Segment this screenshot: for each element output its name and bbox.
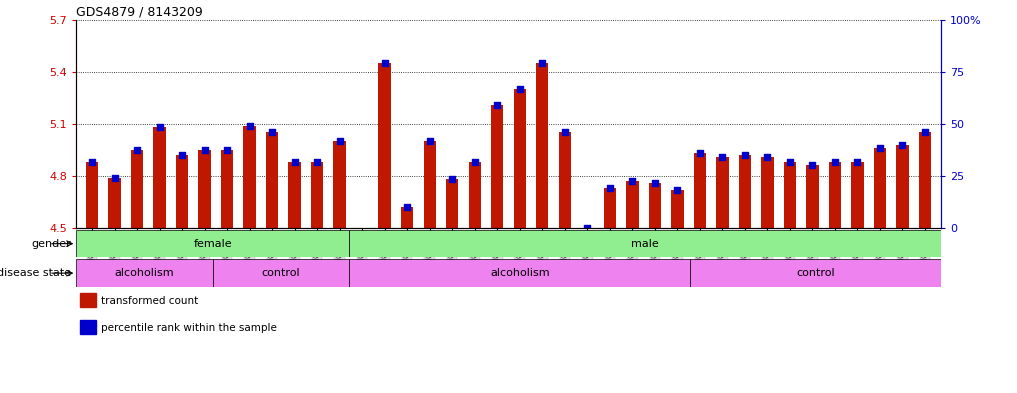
Bar	[536, 63, 548, 228]
Bar	[79, 293, 96, 307]
Point	[849, 159, 865, 165]
Bar	[176, 155, 188, 228]
Bar	[469, 162, 481, 228]
Point	[376, 60, 393, 66]
Bar	[349, 230, 941, 257]
Text: disease state: disease state	[0, 268, 71, 278]
Point	[827, 159, 843, 165]
Text: percentile rank within the sample: percentile rank within the sample	[101, 323, 277, 333]
Bar	[829, 162, 841, 228]
Point	[489, 101, 505, 108]
Text: control: control	[261, 268, 300, 278]
Bar	[874, 148, 886, 228]
Point	[309, 159, 325, 165]
Bar	[154, 127, 166, 228]
Bar	[213, 259, 349, 287]
Bar	[761, 157, 774, 228]
Point	[647, 180, 663, 186]
Point	[760, 154, 776, 160]
Bar	[896, 145, 908, 228]
Bar	[85, 162, 99, 228]
Bar	[558, 132, 571, 228]
Point	[354, 230, 370, 236]
Bar	[289, 162, 301, 228]
Point	[669, 187, 685, 193]
Bar	[221, 150, 233, 228]
Point	[107, 174, 123, 181]
Bar	[784, 162, 796, 228]
Bar	[716, 157, 728, 228]
Point	[399, 204, 415, 210]
Point	[692, 150, 708, 156]
Point	[512, 86, 528, 92]
Bar	[738, 155, 752, 228]
Text: alcoholism: alcoholism	[115, 268, 174, 278]
Point	[782, 159, 798, 165]
Bar	[514, 89, 526, 228]
Text: transformed count: transformed count	[101, 296, 198, 306]
Point	[287, 159, 303, 165]
Bar	[694, 153, 706, 228]
Text: GDS4879 / 8143209: GDS4879 / 8143209	[76, 6, 203, 18]
Bar	[311, 162, 323, 228]
Point	[917, 129, 934, 136]
Bar	[79, 320, 96, 334]
Bar	[334, 141, 346, 228]
Bar	[423, 141, 436, 228]
Point	[556, 129, 573, 136]
Bar	[76, 230, 349, 257]
Point	[241, 122, 257, 129]
Point	[602, 185, 618, 191]
Point	[872, 145, 888, 151]
Point	[624, 178, 641, 184]
Bar	[131, 150, 143, 228]
Bar	[626, 181, 639, 228]
Point	[422, 138, 438, 144]
Bar	[671, 190, 683, 228]
Bar	[265, 132, 279, 228]
Text: male: male	[632, 239, 659, 249]
Bar	[604, 188, 616, 228]
Bar	[109, 178, 121, 228]
Bar	[356, 228, 368, 233]
Bar	[243, 125, 256, 228]
Bar	[446, 179, 459, 228]
Bar	[491, 105, 503, 228]
Point	[579, 225, 595, 231]
Point	[804, 162, 821, 169]
Point	[83, 159, 100, 165]
Bar	[76, 259, 213, 287]
Text: gender: gender	[32, 239, 71, 249]
Point	[152, 124, 168, 130]
Point	[736, 152, 753, 158]
Point	[894, 141, 910, 148]
Point	[264, 129, 281, 136]
Point	[219, 147, 235, 153]
Bar	[378, 63, 391, 228]
Bar	[806, 165, 819, 228]
Point	[714, 154, 730, 160]
Bar	[649, 183, 661, 228]
Point	[129, 147, 145, 153]
Bar	[918, 132, 932, 228]
Bar	[401, 207, 413, 228]
Point	[534, 60, 550, 66]
Point	[174, 152, 190, 158]
Point	[196, 147, 213, 153]
Text: control: control	[796, 268, 835, 278]
Bar	[349, 259, 691, 287]
Point	[444, 176, 461, 182]
Text: alcoholism: alcoholism	[490, 268, 549, 278]
Point	[332, 138, 348, 144]
Bar	[198, 150, 211, 228]
Text: female: female	[193, 239, 232, 249]
Point	[467, 159, 483, 165]
Bar	[851, 162, 863, 228]
Bar	[691, 259, 941, 287]
